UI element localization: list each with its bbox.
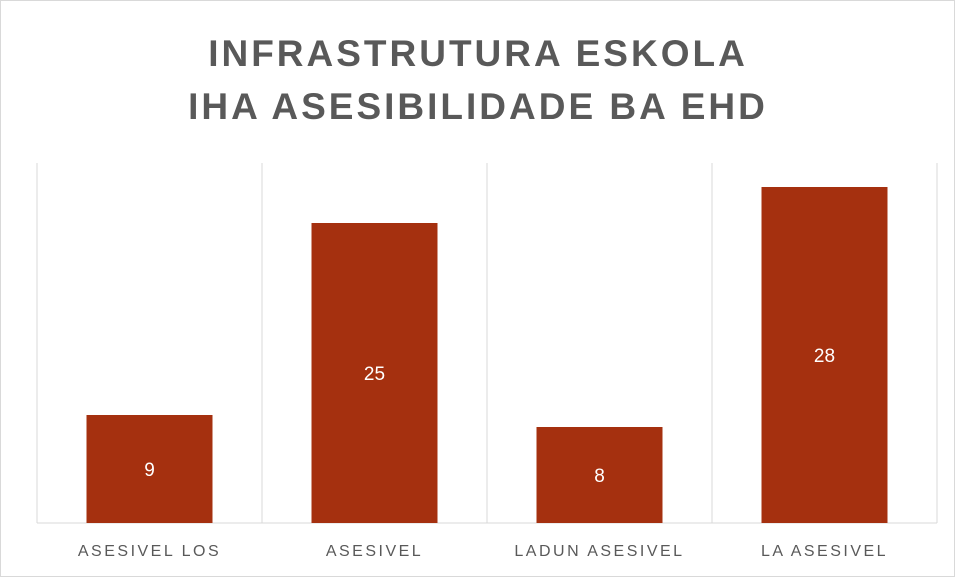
bar bbox=[311, 223, 438, 523]
data-label: 25 bbox=[364, 364, 385, 385]
data-label: 8 bbox=[594, 466, 605, 487]
x-tick-label: LA ASESIVEL bbox=[761, 543, 888, 560]
bar bbox=[761, 187, 888, 523]
data-label: 28 bbox=[814, 346, 835, 367]
bar bbox=[536, 427, 663, 523]
x-tick-label: LADUN ASESIVEL bbox=[514, 543, 684, 560]
data-label: 9 bbox=[144, 460, 155, 481]
x-tick-label: ASESIVEL bbox=[326, 543, 423, 560]
chart-title: INFRASTRUTURA ESKOLA IHA ASESIBILIDADE B… bbox=[188, 33, 768, 127]
x-tick-label: ASESIVEL LOS bbox=[78, 543, 221, 560]
bar bbox=[86, 415, 213, 523]
